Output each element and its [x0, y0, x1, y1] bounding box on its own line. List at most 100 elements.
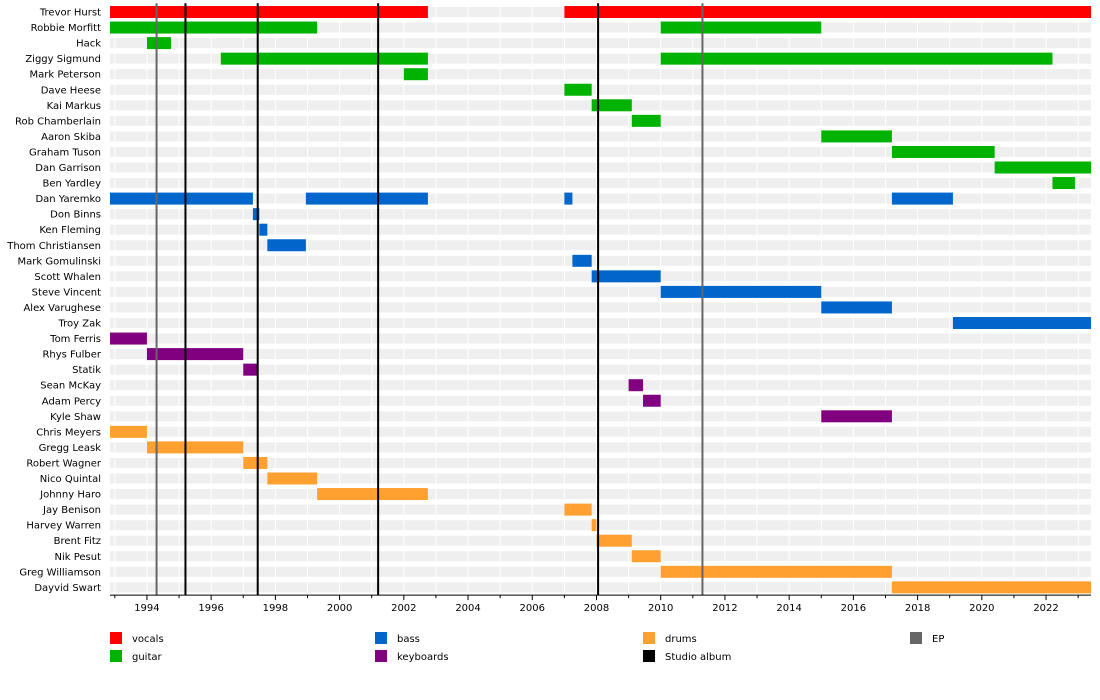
member-bar-bass [660, 285, 822, 298]
row-stripe [110, 286, 1091, 297]
member-label: Dan Garrison [35, 163, 101, 174]
row-stripe [110, 115, 1091, 126]
row-stripe [110, 69, 1091, 80]
legend-label-keyboards: keyboards [397, 652, 449, 663]
member-bar-keyboards [110, 332, 147, 345]
member-bar-bass [564, 192, 573, 205]
member-bar-bass [952, 317, 1091, 329]
x-tick-label: 1994 [134, 603, 159, 614]
row-stripe [110, 426, 1091, 437]
member-label: Statik [72, 365, 101, 376]
member-bar-keyboards [628, 379, 644, 392]
member-label: Brent Fitz [54, 536, 101, 547]
legend-swatch-keyboards [375, 650, 387, 662]
member-bar-guitar [821, 130, 892, 143]
legend-label-studio-album: Studio album [665, 652, 731, 663]
member-bar-bass [591, 270, 661, 283]
member-bar-guitar [403, 68, 428, 81]
x-tick-label: 1996 [198, 603, 223, 614]
row-stripe [110, 162, 1091, 173]
member-bar-bass [821, 301, 892, 314]
member-bar-guitar [631, 114, 661, 127]
member-bar-drums [891, 581, 1091, 594]
row-stripe [110, 442, 1091, 453]
row-stripe [110, 489, 1091, 500]
member-bar-bass [305, 192, 428, 205]
row-stripe [110, 193, 1091, 204]
member-label: Dan Yaremko [35, 194, 101, 205]
member-label: Ben Yardley [42, 179, 101, 190]
row-stripe [110, 318, 1091, 328]
release-markers [155, 3, 704, 596]
member-bar-drums [564, 503, 592, 516]
member-bar-vocals [564, 6, 1091, 18]
member-bars [110, 6, 1091, 594]
row-stripe [110, 131, 1091, 142]
x-tick-label: 2020 [969, 603, 994, 614]
row-stripe [110, 473, 1091, 484]
member-bar-bass [267, 239, 306, 252]
member-label: Dayvid Swart [34, 583, 101, 594]
member-bar-guitar [564, 83, 592, 96]
member-bar-keyboards [146, 348, 244, 361]
member-label: Aaron Skiba [41, 132, 101, 143]
member-label: Don Binns [50, 210, 101, 221]
member-bar-drums [110, 425, 147, 438]
row-stripe [110, 364, 1091, 375]
member-label: Chris Meyers [36, 427, 101, 438]
member-label: Rob Chamberlain [15, 116, 101, 127]
member-label: Jay Benison [42, 505, 101, 516]
row-stripe [110, 146, 1091, 157]
member-label: Nico Quintal [40, 474, 101, 485]
x-tick-label: 1998 [263, 603, 288, 614]
member-label: Hack [76, 39, 101, 50]
legend-label-bass: bass [397, 634, 420, 645]
legend-label-ep: EP [932, 634, 944, 645]
member-bar-guitar [146, 37, 172, 50]
member-label: Johnny Haro [39, 490, 101, 501]
row-stripe [110, 504, 1091, 515]
member-bar-guitar [1052, 177, 1075, 190]
member-label: Scott Whalen [34, 272, 101, 283]
row-stripe [110, 566, 1091, 577]
member-label: Dave Heese [41, 85, 101, 96]
row-stripe [110, 520, 1091, 531]
member-bar-guitar [994, 161, 1091, 174]
member-bar-bass [572, 254, 592, 267]
member-bar-drums [317, 488, 428, 501]
member-label: Kai Markus [47, 101, 101, 112]
member-label: Harvey Warren [26, 521, 101, 532]
row-stripe [110, 22, 1091, 33]
member-bar-guitar [660, 52, 1053, 65]
member-label: Ziggy Sigmund [25, 54, 101, 65]
x-axis: 1994 1996 1998 2000 2002 2004 2006 2008 2010 2012… [110, 594, 1091, 614]
member-bar-bass [252, 208, 260, 221]
member-label: Greg Williamson [19, 567, 101, 578]
legend-swatch-bass [375, 632, 387, 644]
row-stripe [110, 551, 1091, 562]
x-tick-label: 2002 [391, 603, 416, 614]
x-tick-label: 2000 [327, 603, 352, 614]
member-bar-guitar [591, 99, 632, 112]
legend-label-vocals: vocals [132, 634, 164, 645]
member-bar-bass [110, 192, 253, 205]
row-stripe [110, 209, 1091, 220]
member-label: Trevor Hurst [39, 8, 101, 19]
member-bar-keyboards [643, 394, 661, 407]
x-tick-label: 2006 [520, 603, 545, 614]
member-label: Graham Tuson [29, 147, 101, 158]
member-label: Mark Peterson [29, 70, 101, 81]
row-stripe [110, 84, 1091, 95]
member-bar-bass [259, 223, 268, 236]
member-label: Mark Gomulinski [18, 256, 101, 267]
row-stripe [110, 178, 1091, 189]
legend: vocals guitar bass keyboards drums Studio alb… [110, 632, 944, 663]
member-label: Nik Pesut [54, 552, 101, 563]
row-stripe [110, 582, 1091, 593]
member-label: Rhys Fulber [42, 350, 101, 361]
member-bar-keyboards [243, 363, 258, 376]
member-bar-drums [146, 441, 244, 454]
member-bar-drums [631, 550, 661, 563]
x-tick-label: 2004 [455, 603, 480, 614]
